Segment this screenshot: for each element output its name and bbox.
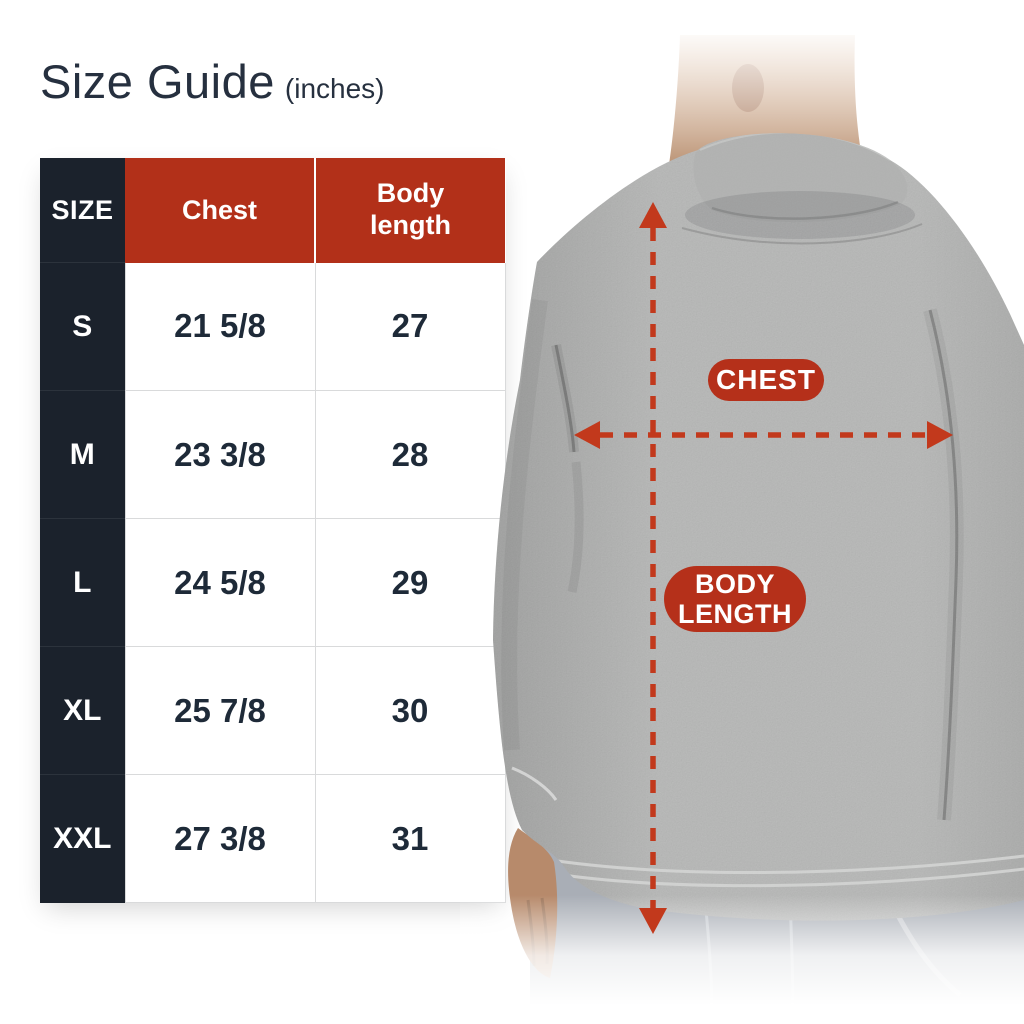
size-cell: S: [40, 262, 125, 391]
body-length-cell: 29: [314, 518, 506, 647]
table-row: S 21 5/8 27: [40, 262, 506, 391]
bottom-fade: [460, 890, 1024, 1024]
column-header-size: SIZE: [40, 158, 125, 263]
body-length-label-pill: BODY LENGTH: [664, 566, 806, 632]
page-title-text: Size Guide: [40, 55, 275, 108]
table-row: M 23 3/8 28: [40, 390, 506, 519]
table-row: XXL 27 3/8 31: [40, 774, 506, 903]
measurement-arrows: [600, 228, 927, 910]
chest-cell: 24 5/8: [124, 518, 316, 647]
body-length-cell: 30: [314, 646, 506, 775]
size-cell: L: [40, 518, 125, 647]
fabric-texture: [493, 133, 1024, 921]
chest-label-pill: CHEST: [708, 359, 824, 401]
body-length-cell: 28: [314, 390, 506, 519]
column-header-chest: Chest: [125, 158, 315, 263]
page-title: Size Guide (inches): [40, 56, 385, 108]
size-cell: XL: [40, 646, 125, 775]
chest-cell: 23 3/8: [124, 390, 316, 519]
page-title-unit: (inches): [284, 73, 385, 104]
chest-cell: 27 3/8: [124, 774, 316, 903]
size-table-header: SIZE Chest Body length: [40, 158, 505, 263]
ear: [732, 64, 764, 112]
sweatshirt-illustration: [460, 35, 1024, 1024]
body-length-cell: 27: [314, 262, 506, 391]
arrowhead-left-icon: [574, 421, 600, 449]
sweatshirt-detail: [493, 133, 1024, 921]
column-header-body-length: Body length: [314, 158, 505, 263]
sweatshirt-measurement-photo: CHEST BODY LENGTH: [460, 0, 1024, 1024]
size-cell: M: [40, 390, 125, 519]
arrowheads: [574, 202, 953, 934]
arrowhead-right-icon: [927, 421, 953, 449]
table-row: L 24 5/8 29: [40, 518, 506, 647]
size-cell: XXL: [40, 774, 125, 903]
chest-cell: 25 7/8: [124, 646, 316, 775]
chest-cell: 21 5/8: [124, 262, 316, 391]
arrowhead-down-icon: [639, 908, 667, 934]
size-table-body: S 21 5/8 27 M 23 3/8 28 L 24 5/8 29: [40, 262, 506, 903]
body-length-cell: 31: [314, 774, 506, 903]
table-row: XL 25 7/8 30: [40, 646, 506, 775]
size-table: SIZE Chest Body length S 21 5/8 27 M 23 …: [40, 158, 506, 903]
arrowhead-up-icon: [639, 202, 667, 228]
